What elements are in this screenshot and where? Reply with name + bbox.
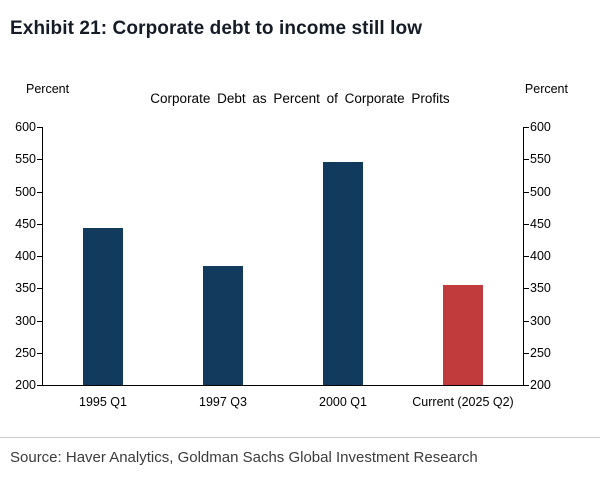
y-axis-tick-label-left: 350 (15, 281, 36, 296)
bar-1997-q3 (203, 265, 243, 385)
chart-title: Corporate Debt as Percent of Corporate P… (150, 91, 450, 106)
y-axis-tick-mark-right (524, 127, 529, 128)
y-axis-tick-label-left: 600 (15, 120, 36, 134)
x-axis-tick-label-2000-q1: 2000 Q1 (319, 395, 367, 409)
y-axis-tick-label-right: 600 (530, 120, 551, 134)
y-axis-tick-mark-right (524, 223, 529, 225)
y-axis-tick-mark-left (37, 191, 42, 193)
y-axis-tick-label-left: 500 (15, 184, 36, 199)
bar-current-2025-q2 (443, 285, 483, 385)
bar-1995-q1 (83, 228, 123, 385)
y-axis-tick-mark-right (524, 320, 529, 322)
y-axis-tick-label-right: 400 (530, 249, 551, 263)
right-axis-unit-label: Percent (524, 82, 568, 96)
y-axis-tick-label-right: 500 (530, 184, 551, 199)
y-axis-tick-label-left: 400 (15, 249, 36, 263)
y-axis-tick-mark-left (37, 256, 42, 257)
y-axis-tick-mark-left (37, 385, 42, 386)
y-axis-tick-mark-left (37, 223, 42, 225)
y-axis-tick-label-left: 550 (15, 152, 36, 167)
y-axis-tick-mark-right (524, 288, 529, 290)
chart: Percent Corporate Debt as Percent of Cor… (10, 78, 590, 430)
x-axis-tick-label-1997-q3: 1997 Q3 (199, 395, 247, 409)
bar-2000-q1 (323, 162, 363, 385)
y-axis-tick-label-right: 200 (530, 378, 551, 392)
y-axis-tick-label-right: 450 (530, 216, 551, 231)
y-axis-tick-label-right: 550 (530, 152, 551, 167)
y-axis-tick-mark-left (37, 159, 42, 161)
exhibit-title: Exhibit 21: Corporate debt to income sti… (10, 18, 423, 39)
y-axis-tick-mark-right (524, 159, 529, 161)
footer-divider (0, 437, 600, 438)
y-axis-tick-mark-left (37, 352, 42, 354)
x-axis-tick-label-1995-q1: 1995 Q1 (79, 395, 127, 409)
y-axis-tick-label-right: 350 (530, 281, 551, 296)
x-axis-tick-label-current-2025-q2: Current (2025 Q2) (412, 395, 514, 409)
y-axis-tick-label-left: 200 (15, 378, 36, 392)
y-axis-tick-mark-right (524, 352, 529, 354)
y-axis-tick-label-right: 300 (530, 313, 551, 328)
y-axis-tick-mark-left (37, 288, 42, 290)
y-axis-tick-mark-left (37, 127, 42, 128)
plot-area: 200 200 250 250 300 300 350 350 400 400 450 450 500 5… (15, 120, 551, 409)
y-axis-tick-label-right: 250 (530, 345, 551, 360)
y-axis-tick-label-left: 450 (15, 216, 36, 231)
y-axis-tick-mark-right (524, 191, 529, 193)
y-axis-tick-mark-left (37, 320, 42, 322)
y-axis-tick-mark-right (524, 385, 529, 386)
y-axis-tick-mark-right (524, 256, 529, 257)
left-axis-unit-label: Percent (26, 82, 70, 96)
y-axis-tick-label-left: 250 (15, 345, 36, 360)
y-axis-tick-label-left: 300 (15, 313, 36, 328)
source-text: Source: Haver Analytics, Goldman Sachs G… (10, 449, 478, 466)
